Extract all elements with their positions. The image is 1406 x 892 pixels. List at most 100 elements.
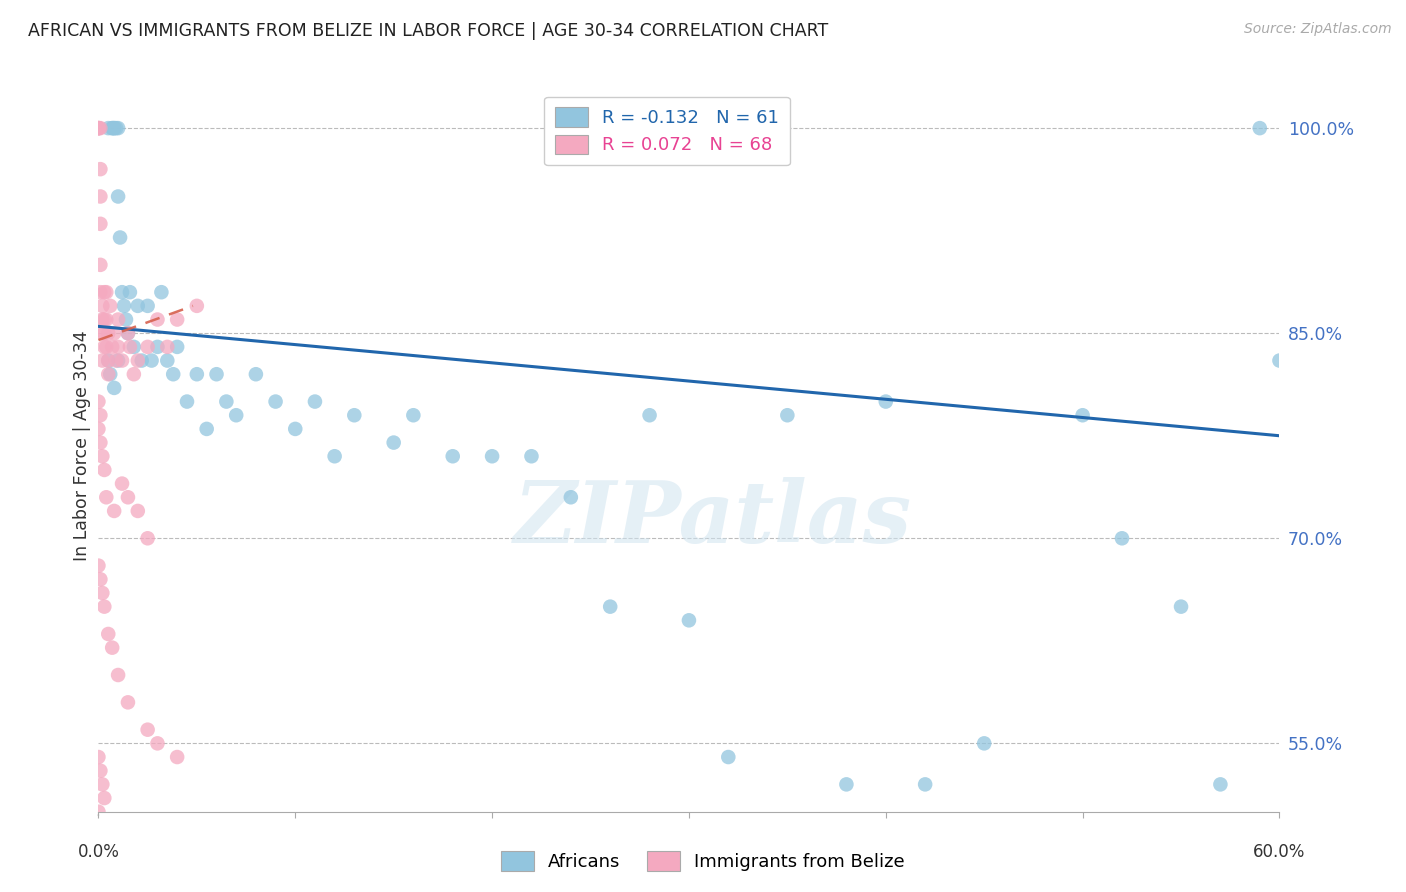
Point <box>1111 531 1133 545</box>
Point <box>146 340 169 354</box>
Text: AFRICAN VS IMMIGRANTS FROM BELIZE IN LABOR FORCE | AGE 30-34 CORRELATION CHART: AFRICAN VS IMMIGRANTS FROM BELIZE IN LAB… <box>28 22 828 40</box>
Point <box>146 312 169 326</box>
Point <box>117 326 139 341</box>
Point <box>103 121 125 136</box>
Point <box>1268 353 1291 368</box>
Point <box>101 121 124 136</box>
Point <box>141 353 163 368</box>
Point <box>96 312 118 326</box>
Text: 0.0%: 0.0% <box>77 843 120 861</box>
Point <box>105 121 128 136</box>
Point <box>131 353 153 368</box>
Point <box>97 353 120 368</box>
Point <box>91 586 114 600</box>
Point <box>89 258 111 272</box>
Point <box>107 340 129 354</box>
Text: ZIPatlas: ZIPatlas <box>513 477 911 561</box>
Point <box>117 695 139 709</box>
Point <box>101 121 124 136</box>
Point <box>678 613 700 627</box>
Legend: R = -0.132   N = 61, R = 0.072   N = 68: R = -0.132 N = 61, R = 0.072 N = 68 <box>544 96 790 165</box>
Point <box>127 504 149 518</box>
Point <box>108 230 131 244</box>
Point <box>195 422 218 436</box>
Point <box>127 353 149 368</box>
Point <box>87 121 110 136</box>
Point <box>101 340 124 354</box>
Point <box>122 340 145 354</box>
Point <box>776 409 799 423</box>
Point <box>87 394 110 409</box>
Point <box>103 504 125 518</box>
Point <box>122 368 145 382</box>
Text: 60.0%: 60.0% <box>1253 843 1306 861</box>
Point <box>146 736 169 750</box>
Point <box>96 340 118 354</box>
Point <box>87 558 110 573</box>
Point <box>91 299 114 313</box>
Point <box>1249 121 1271 136</box>
Point <box>1170 599 1192 614</box>
Point <box>91 449 114 463</box>
Point <box>115 312 138 326</box>
Y-axis label: In Labor Force | Age 30-34: In Labor Force | Age 30-34 <box>73 331 91 561</box>
Point <box>97 326 120 341</box>
Point <box>93 285 115 300</box>
Point <box>107 312 129 326</box>
Point <box>87 121 110 136</box>
Point <box>97 627 120 641</box>
Text: Source: ZipAtlas.com: Source: ZipAtlas.com <box>1244 22 1392 37</box>
Point <box>136 299 159 313</box>
Point <box>215 394 238 409</box>
Point <box>93 791 115 805</box>
Point <box>98 368 121 382</box>
Point <box>638 409 661 423</box>
Point <box>112 299 135 313</box>
Point <box>441 449 464 463</box>
Point <box>481 449 503 463</box>
Point <box>87 805 110 819</box>
Point <box>107 189 129 203</box>
Point <box>91 777 114 791</box>
Point <box>162 368 184 382</box>
Point <box>89 572 111 586</box>
Point <box>560 490 582 504</box>
Point <box>136 531 159 545</box>
Point <box>89 162 111 177</box>
Point <box>973 736 995 750</box>
Point <box>166 312 188 326</box>
Point <box>103 381 125 395</box>
Point <box>166 340 188 354</box>
Point <box>914 777 936 791</box>
Point <box>382 435 405 450</box>
Point <box>89 435 111 450</box>
Point <box>89 217 111 231</box>
Point <box>323 449 346 463</box>
Point <box>118 340 141 354</box>
Point <box>205 368 228 382</box>
Point <box>245 368 267 382</box>
Point <box>107 121 129 136</box>
Point <box>89 285 111 300</box>
Point <box>93 312 115 326</box>
Point <box>96 490 118 504</box>
Point <box>89 409 111 423</box>
Point <box>87 422 110 436</box>
Legend: Africans, Immigrants from Belize: Africans, Immigrants from Belize <box>494 844 912 879</box>
Point <box>103 326 125 341</box>
Point <box>150 285 173 300</box>
Point <box>93 463 115 477</box>
Point <box>98 299 121 313</box>
Point <box>87 121 110 136</box>
Point <box>264 394 287 409</box>
Point <box>1209 777 1232 791</box>
Point <box>107 353 129 368</box>
Point <box>136 723 159 737</box>
Point <box>343 409 366 423</box>
Point <box>117 326 139 341</box>
Point <box>1071 409 1094 423</box>
Point <box>91 353 114 368</box>
Point <box>103 121 125 136</box>
Point <box>875 394 897 409</box>
Point <box>111 285 134 300</box>
